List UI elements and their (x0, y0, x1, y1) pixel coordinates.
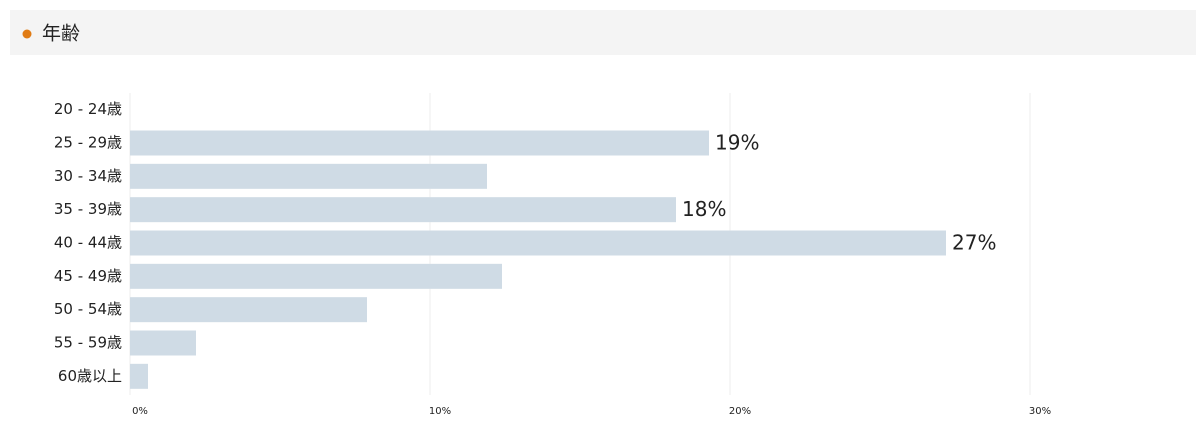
y-tick-label: 40 - 44歳 (54, 234, 122, 252)
chart-title: 年齢 (42, 23, 80, 45)
value-label: 19% (715, 131, 759, 155)
y-tick-label: 35 - 39歳 (54, 200, 122, 218)
x-tick-label: 10% (429, 406, 451, 417)
x-tick-label: 20% (729, 406, 751, 417)
y-tick-label: 60歳以上 (58, 367, 122, 385)
bar (130, 330, 196, 356)
x-tick-label: 30% (1029, 406, 1051, 417)
bar (130, 297, 367, 323)
bar (130, 363, 148, 389)
y-tick-label: 20 - 24歳 (54, 100, 122, 118)
header-dot (22, 29, 32, 39)
bar (130, 263, 502, 289)
header-bg (10, 10, 1196, 55)
bar (130, 197, 676, 223)
y-tick-label: 30 - 34歳 (54, 167, 122, 185)
bar (130, 163, 487, 189)
value-label: 18% (682, 197, 726, 221)
y-tick-label: 25 - 29歳 (54, 134, 122, 152)
bar (130, 230, 946, 256)
bar (130, 130, 709, 156)
x-tick-label: 0% (132, 406, 148, 417)
y-tick-label: 45 - 49歳 (54, 267, 122, 285)
y-tick-label: 55 - 59歳 (54, 334, 122, 352)
value-label: 27% (952, 231, 996, 255)
y-tick-label: 50 - 54歳 (54, 300, 122, 318)
